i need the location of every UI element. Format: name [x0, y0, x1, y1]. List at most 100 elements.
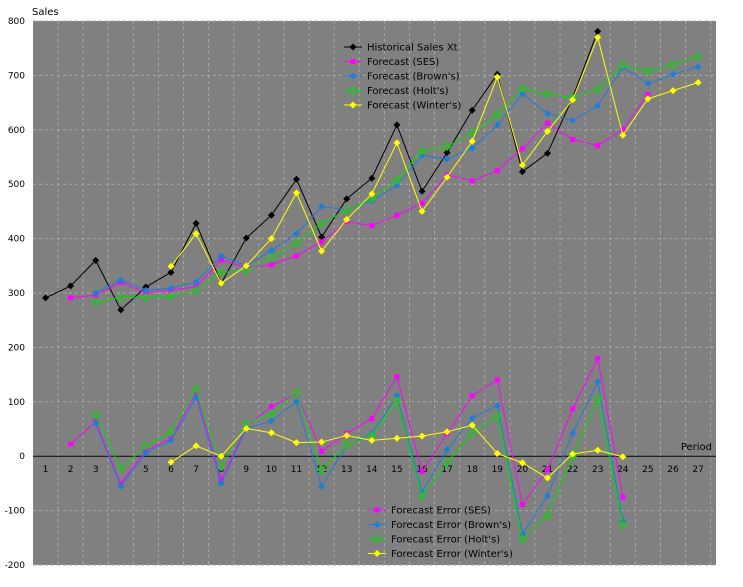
data-point — [669, 87, 677, 95]
y-tick-label: -100 — [5, 507, 26, 517]
legend-item: Forecast (Brown's) — [344, 72, 460, 83]
data-point — [392, 396, 402, 406]
x-tick-label: 10 — [266, 465, 278, 475]
data-point — [668, 60, 678, 69]
data-point — [544, 149, 551, 157]
x-tick-label: 25 — [642, 465, 653, 475]
data-point — [317, 465, 326, 475]
x-tick-label: 11 — [291, 465, 302, 475]
x-tick-label: 14 — [366, 465, 378, 475]
data-point — [518, 90, 526, 98]
data-point — [442, 457, 452, 467]
data-point — [217, 452, 225, 460]
x-tick-label: 5 — [143, 465, 149, 475]
data-point — [518, 535, 527, 544]
data-point — [91, 410, 101, 420]
data-point — [443, 428, 451, 436]
y-tick-label: 600 — [8, 126, 25, 136]
data-point — [518, 161, 526, 169]
data-point — [593, 84, 603, 94]
data-point — [167, 268, 175, 276]
data-point — [493, 449, 501, 457]
data-point — [92, 420, 100, 428]
data-point — [468, 137, 476, 145]
data-point — [217, 279, 225, 287]
data-point — [518, 84, 527, 93]
data-point — [443, 446, 451, 454]
data-point — [544, 474, 551, 482]
data-point — [343, 216, 351, 224]
data-point — [293, 189, 300, 197]
x-tick-label: 22 — [567, 465, 578, 475]
y-tick-label: 300 — [8, 289, 25, 299]
x-tick-label: 1 — [43, 465, 49, 475]
data-point — [241, 266, 251, 276]
y-tick-label: 700 — [8, 71, 25, 81]
data-point — [242, 234, 250, 242]
legend-label: Forecast Error (Winter's) — [391, 549, 513, 560]
data-point — [166, 427, 176, 437]
data-point — [92, 256, 100, 264]
data-point — [394, 212, 400, 218]
x-tick-label: 2 — [68, 465, 74, 475]
data-point — [418, 187, 426, 195]
data-point — [545, 467, 550, 473]
legend-marker — [348, 86, 358, 95]
data-point — [467, 429, 477, 438]
data-point — [317, 219, 326, 228]
data-point — [545, 120, 550, 126]
series-2 — [92, 63, 702, 297]
data-point — [67, 282, 75, 290]
data-point — [42, 294, 49, 302]
data-point — [293, 175, 300, 183]
legend-errors: Forecast Error (SES) Forecast Error (Brow… — [368, 506, 513, 560]
data-point — [544, 109, 551, 117]
legend-item: Forecast Error (Holt's) — [368, 535, 500, 546]
data-point — [543, 511, 552, 520]
x-tick-label: 3 — [93, 465, 99, 475]
data-point — [368, 174, 376, 182]
data-point — [669, 70, 677, 78]
data-point — [116, 293, 126, 302]
data-point — [216, 462, 226, 472]
data-point — [267, 409, 276, 419]
series-layer — [42, 27, 703, 544]
data-point — [644, 95, 652, 103]
legend-item: Forecast (SES) — [344, 57, 439, 68]
data-point — [91, 297, 101, 307]
data-point — [443, 173, 451, 181]
data-point — [268, 404, 274, 410]
data-point — [468, 421, 476, 429]
legend-label: Forecast Error (Brown's) — [391, 520, 511, 531]
y-tick-labels: -200 -100 0 100 200 300 400 500 600 700 800 — [5, 17, 26, 571]
data-point — [620, 494, 626, 500]
data-point — [393, 434, 401, 442]
data-point — [319, 448, 325, 454]
data-point — [467, 128, 477, 138]
data-point — [594, 102, 602, 110]
series-4 — [167, 33, 702, 287]
gridlines — [33, 20, 716, 566]
data-point — [218, 257, 224, 263]
data-point — [493, 73, 501, 81]
data-point — [418, 432, 426, 440]
data-point — [468, 144, 476, 152]
y-tick-label: 100 — [8, 398, 25, 408]
data-point — [318, 483, 326, 491]
legend-label: Forecast (Brown's) — [367, 72, 460, 83]
legend-item: Forecast Error (Winter's) — [368, 549, 513, 560]
data-point — [693, 52, 703, 61]
data-point — [492, 110, 502, 119]
data-point — [192, 278, 200, 286]
data-point — [570, 137, 576, 143]
x-tick-label: 26 — [667, 465, 679, 475]
data-point — [595, 143, 601, 149]
data-point — [417, 146, 427, 156]
data-point — [418, 207, 426, 215]
data-point — [342, 205, 352, 215]
data-point — [519, 502, 525, 508]
data-point — [268, 262, 274, 268]
data-point — [218, 477, 224, 483]
data-point — [117, 276, 125, 284]
data-point — [117, 306, 125, 314]
